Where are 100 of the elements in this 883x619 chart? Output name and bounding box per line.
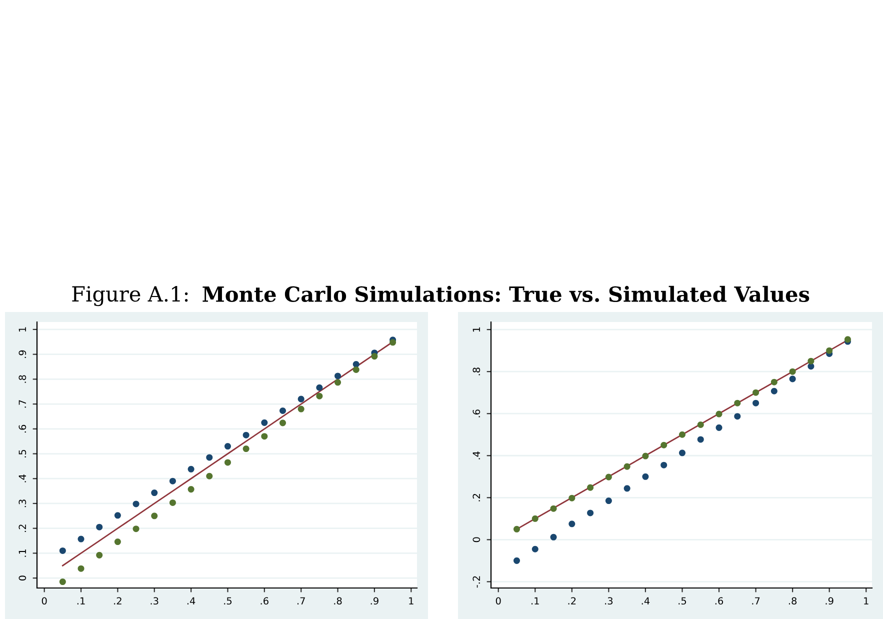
point [242, 432, 250, 438]
point [151, 512, 158, 520]
point [188, 466, 194, 472]
point [242, 446, 250, 452]
point [352, 366, 360, 373]
x-tick-label: .5 [678, 597, 686, 605]
x-tick-label: .4 [642, 597, 650, 604]
x-tick-label: .8 [334, 597, 342, 605]
y-tick-label: .8 [18, 375, 26, 383]
point [568, 520, 576, 528]
y-tick-label: .2 [18, 524, 26, 532]
point [279, 407, 286, 414]
point [734, 400, 741, 406]
y-tick-label: .9 [18, 350, 26, 358]
point [697, 421, 704, 428]
point [59, 547, 66, 554]
point [752, 400, 760, 406]
point [697, 436, 704, 443]
point [716, 424, 722, 431]
point [808, 358, 814, 364]
point [151, 490, 158, 496]
point [587, 510, 594, 516]
point [660, 442, 668, 448]
point [96, 552, 103, 558]
y-tick-label: .5 [18, 450, 26, 458]
x-tick-label: .7 [297, 597, 305, 604]
point [334, 379, 342, 386]
point [169, 499, 176, 506]
x-tick-label: .1 [532, 597, 539, 604]
x-tick-label: .9 [826, 597, 834, 605]
y-tick-label: .1 [18, 549, 26, 557]
point [298, 406, 304, 412]
point [642, 473, 649, 480]
point [316, 392, 323, 400]
y-tick-label: .6 [18, 424, 26, 432]
y-tick-label: .7 [18, 400, 26, 408]
x-tick-label: .2 [568, 597, 576, 604]
x-tick-label: 1 [864, 597, 868, 604]
point [624, 485, 630, 492]
point [316, 384, 323, 391]
x-tick-label: .9 [370, 597, 378, 605]
x-tick-label: .4 [187, 597, 196, 604]
point [59, 578, 66, 586]
y-tick-label: .3 [18, 500, 26, 508]
point [279, 420, 286, 426]
x-tick-label: .1 [77, 597, 85, 604]
point [114, 512, 121, 519]
point [206, 454, 213, 461]
y-tick-label: 0 [472, 537, 480, 542]
point [642, 452, 649, 460]
y-tick-label: -.2 [472, 576, 480, 588]
point [224, 459, 231, 466]
y-tick-label: .4 [18, 474, 26, 482]
point [734, 413, 741, 420]
point [752, 389, 760, 396]
point [532, 515, 538, 522]
point [78, 536, 84, 542]
x-tick-label: .5 [224, 597, 232, 605]
point [132, 500, 140, 508]
x-tick-label: 0 [42, 597, 47, 605]
point [371, 353, 378, 360]
x-tick-label: 0 [496, 597, 501, 605]
y-tick-label: .4 [472, 452, 480, 460]
x-tick-label: .6 [260, 597, 268, 605]
point [826, 347, 833, 354]
point [132, 526, 140, 532]
point [334, 372, 342, 380]
point [352, 361, 360, 368]
point [550, 534, 557, 540]
point [513, 557, 520, 564]
point [78, 565, 84, 572]
y-tick-label: 1 [18, 327, 26, 332]
y-tick-label: .8 [472, 368, 480, 376]
point [390, 339, 396, 346]
point [770, 378, 778, 386]
x-tick-label: .3 [605, 597, 613, 605]
point [169, 478, 176, 484]
point [96, 524, 103, 530]
point [605, 498, 612, 504]
point [716, 410, 722, 418]
y-tick-label: .2 [472, 494, 480, 502]
point [568, 494, 576, 502]
point [513, 526, 520, 532]
point [298, 396, 304, 402]
x-tick-label: .6 [715, 597, 724, 605]
point [624, 463, 630, 470]
y-tick-label: 1 [472, 327, 480, 332]
point [261, 433, 268, 440]
point [605, 474, 612, 480]
point [770, 388, 778, 394]
point [678, 431, 686, 438]
point [789, 368, 796, 375]
point [206, 472, 213, 480]
point [532, 546, 538, 552]
x-tick-label: .2 [114, 597, 122, 604]
point [789, 376, 796, 382]
point [224, 443, 231, 450]
point [261, 419, 268, 426]
x-tick-label: 1 [409, 597, 414, 604]
point [114, 538, 121, 546]
